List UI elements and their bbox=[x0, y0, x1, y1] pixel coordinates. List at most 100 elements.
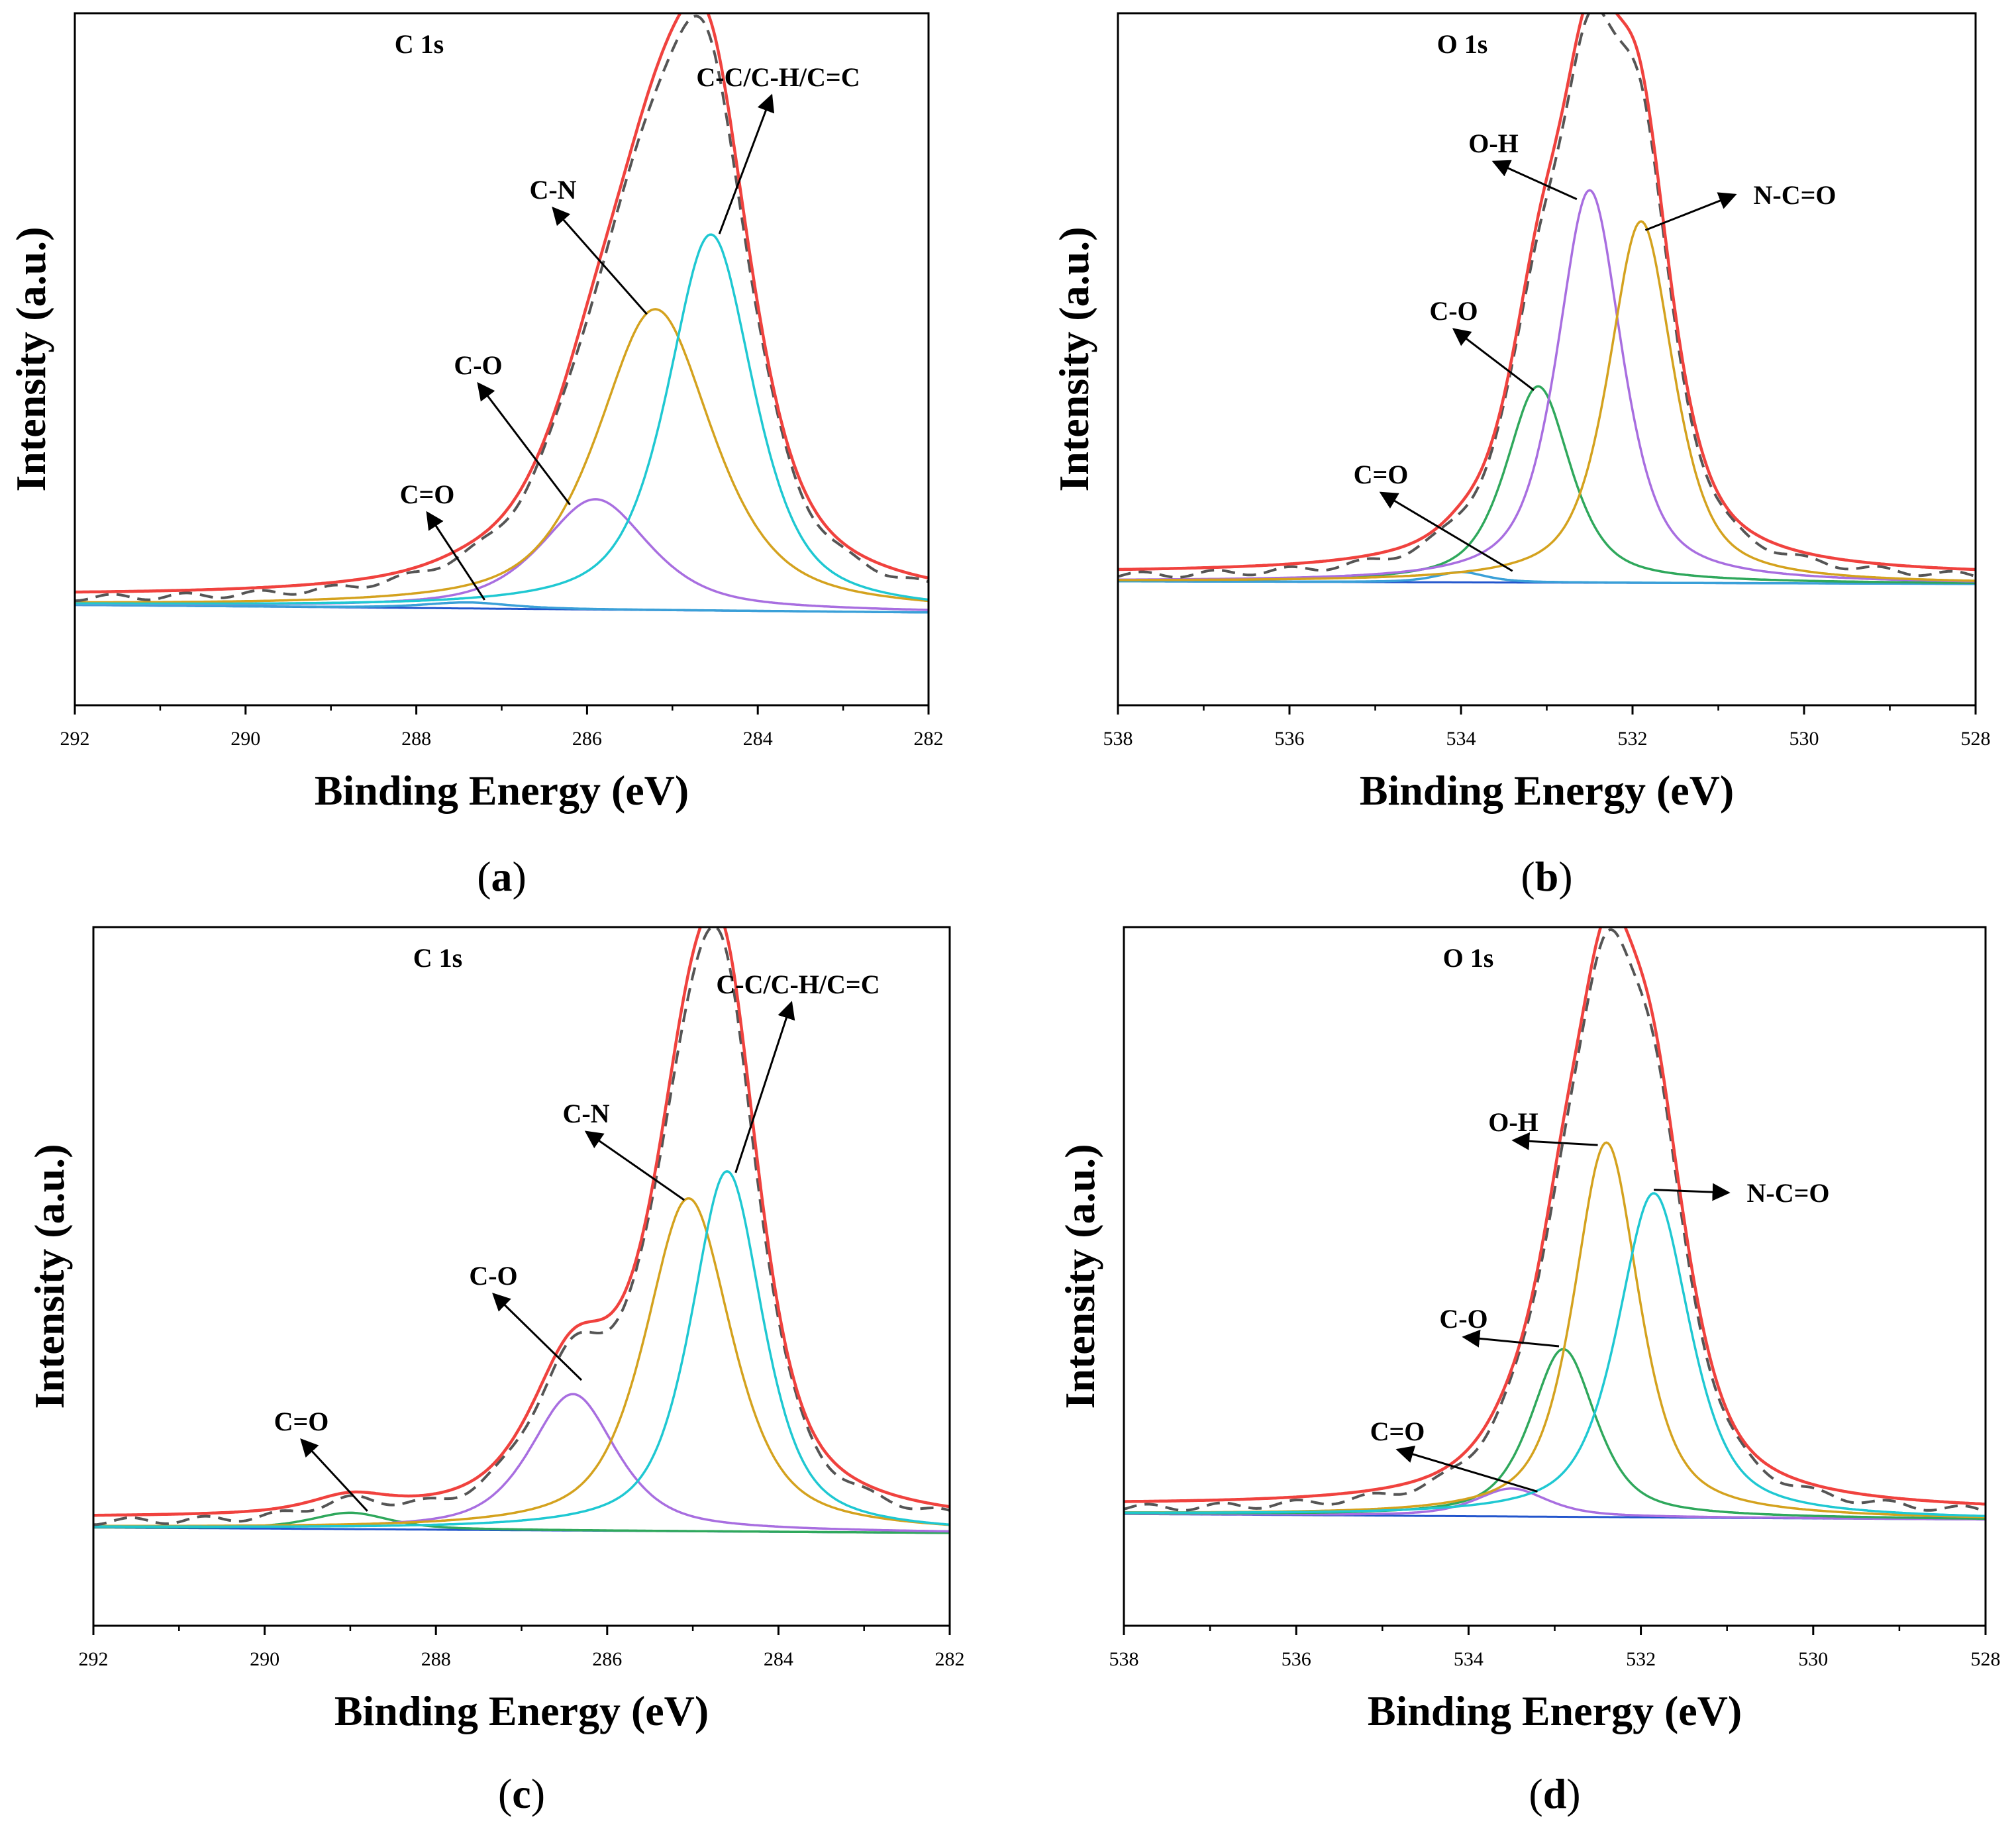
component-peak-0 bbox=[75, 601, 929, 614]
panel-caption: (d) bbox=[1529, 1770, 1580, 1817]
envelope-fit bbox=[93, 927, 950, 1517]
component-peak-2 bbox=[1124, 1141, 1986, 1518]
component-peak-0 bbox=[93, 1511, 950, 1534]
plot-frame bbox=[1117, 12, 1977, 707]
plot-area bbox=[1118, 13, 1976, 585]
peak-label: O-H bbox=[1488, 1107, 1538, 1137]
panel-title: C 1s bbox=[413, 943, 462, 973]
x-tick-label: 534 bbox=[1454, 1648, 1484, 1670]
x-axis-title: Binding Energy (eV) bbox=[334, 1687, 709, 1734]
x-tick-label: 288 bbox=[401, 728, 431, 750]
component-peak-2 bbox=[93, 1197, 950, 1528]
plot-area bbox=[93, 927, 950, 1534]
x-axis-title: Binding Energy (eV) bbox=[1360, 767, 1734, 814]
peak-label: C=O bbox=[1370, 1416, 1425, 1446]
annotation-arrow bbox=[718, 93, 775, 234]
annotation-arrow bbox=[1491, 160, 1578, 201]
plot-frame bbox=[1123, 926, 1987, 1627]
annotation-arrow bbox=[426, 511, 485, 601]
annotation-arrow bbox=[734, 1001, 795, 1173]
annotation-arrow bbox=[1452, 328, 1535, 391]
peak-label: C-C/C-H/C=C bbox=[696, 62, 860, 92]
x-tick-label: 528 bbox=[1961, 728, 1991, 750]
peak-label: C-O bbox=[1429, 296, 1478, 326]
x-tick-label: 536 bbox=[1275, 728, 1305, 750]
annotation-arrow bbox=[1654, 1183, 1731, 1201]
component-peak-2 bbox=[1118, 189, 1976, 583]
peak-label: C-N bbox=[562, 1099, 609, 1128]
raw-spectrum bbox=[75, 15, 929, 603]
y-axis-title: Intensity (a.u.) bbox=[1056, 1144, 1103, 1409]
component-peak-2 bbox=[75, 308, 929, 604]
annotation-arrow bbox=[492, 1293, 583, 1381]
peak-label: C-O bbox=[454, 350, 502, 380]
x-tick-label: 534 bbox=[1446, 728, 1476, 750]
panel-a: 292 290 288 286 284 282 Binding Energy (eV) Int… bbox=[7, 12, 944, 900]
plot-area bbox=[75, 13, 929, 614]
peak-label: C-N bbox=[529, 175, 576, 205]
panel-title: C 1s bbox=[395, 29, 444, 59]
x-tick-label: 284 bbox=[764, 1648, 793, 1670]
component-peak-3 bbox=[1124, 1192, 1986, 1518]
x-tick-label: 538 bbox=[1103, 728, 1133, 750]
x-tick-label: 290 bbox=[230, 728, 260, 750]
x-tick-label: 530 bbox=[1798, 1648, 1828, 1670]
panel-c: 292 290 288 286 284 282 Binding Energy (eV) Int… bbox=[26, 926, 965, 1817]
x-tick-label: 528 bbox=[1971, 1648, 2001, 1670]
annotation-arrow bbox=[1462, 1329, 1560, 1348]
x-tick-label: 284 bbox=[743, 728, 773, 750]
panel-caption: (c) bbox=[498, 1770, 545, 1817]
component-peak-3 bbox=[93, 1169, 950, 1528]
y-axis-title: Intensity (a.u.) bbox=[7, 226, 54, 491]
peak-label: C=O bbox=[400, 479, 455, 509]
x-tick-label: 530 bbox=[1789, 728, 1819, 750]
peak-label: O-H bbox=[1468, 128, 1519, 158]
peak-label: C-C/C-H/C=C bbox=[716, 969, 880, 999]
x-tick-label: 532 bbox=[1626, 1648, 1656, 1670]
x-tick-label: 538 bbox=[1109, 1648, 1139, 1670]
envelope-fit bbox=[1118, 13, 1976, 571]
peak-label: C=O bbox=[274, 1407, 329, 1436]
raw-spectrum bbox=[1118, 13, 1976, 579]
y-axis-title: Intensity (a.u.) bbox=[1050, 226, 1097, 491]
x-tick-label: 292 bbox=[79, 1648, 109, 1670]
component-peak-0 bbox=[1124, 1487, 1986, 1521]
x-axis-title: Binding Energy (eV) bbox=[315, 767, 689, 814]
x-tick-label: 536 bbox=[1282, 1648, 1311, 1670]
annotation-arrow bbox=[1379, 491, 1513, 572]
annotation-arrow bbox=[477, 381, 571, 506]
annotation-arrow bbox=[1644, 192, 1737, 231]
raw-spectrum bbox=[1124, 928, 1986, 1513]
annotation-arrow bbox=[1511, 1132, 1598, 1150]
x-tick-label: 532 bbox=[1618, 728, 1648, 750]
panel-title: O 1s bbox=[1443, 943, 1494, 973]
panel-b: 538 536 534 532 530 528 Binding Energy (eV) Int… bbox=[1050, 12, 1991, 900]
x-tick-label: 290 bbox=[250, 1648, 279, 1670]
peak-label: C-O bbox=[469, 1261, 517, 1291]
plot-area bbox=[1124, 927, 1986, 1521]
x-tick-label: 282 bbox=[935, 1648, 965, 1670]
annotation-arrow bbox=[300, 1438, 368, 1512]
x-tick-label: 286 bbox=[572, 728, 602, 750]
panel-title: O 1s bbox=[1437, 29, 1488, 59]
peak-label: C-O bbox=[1439, 1304, 1487, 1334]
panel-caption: (b) bbox=[1521, 853, 1572, 900]
y-axis-title: Intensity (a.u.) bbox=[26, 1144, 73, 1409]
annotation-arrow bbox=[552, 206, 648, 315]
x-tick-label: 288 bbox=[421, 1648, 451, 1670]
x-axis-title: Binding Energy (eV) bbox=[1368, 1687, 1742, 1734]
x-tick-label: 286 bbox=[592, 1648, 622, 1670]
envelope-fit bbox=[1124, 927, 1986, 1506]
panel-caption: (a) bbox=[477, 853, 527, 900]
component-peak-3 bbox=[1118, 220, 1976, 582]
raw-spectrum bbox=[93, 927, 950, 1526]
x-tick-label: 292 bbox=[60, 728, 90, 750]
annotation-arrow bbox=[584, 1130, 685, 1201]
panel-d: 538 536 534 532 530 528 Binding Energy (eV) Int… bbox=[1056, 926, 2001, 1817]
annotation-arrow bbox=[1395, 1446, 1538, 1493]
envelope-fit bbox=[75, 13, 929, 594]
peak-label: N-C=O bbox=[1754, 180, 1837, 210]
peak-label: N-C=O bbox=[1747, 1178, 1830, 1208]
peak-label: C=O bbox=[1354, 460, 1409, 489]
